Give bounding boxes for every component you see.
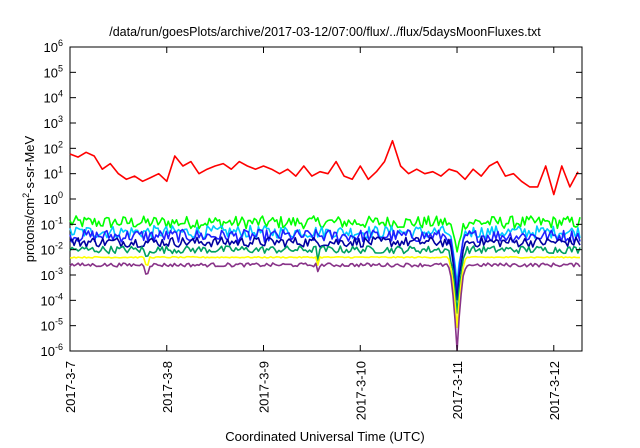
x-axis-label: Coordinated Universal Time (UTC) <box>225 429 424 444</box>
y-tick-label: 103 <box>44 114 63 131</box>
y-tick-exp: -4 <box>55 291 63 301</box>
series-line <box>69 228 581 293</box>
y-tick-base: 10 <box>44 91 58 106</box>
y-tick-base: 10 <box>44 192 58 207</box>
y-tick-label: 10-3 <box>41 266 63 283</box>
series-line <box>69 139 579 196</box>
x-tick-label: 2017-3-9 <box>257 361 272 413</box>
y-tick-exp: -2 <box>55 241 63 251</box>
y-tick-base: 10 <box>41 243 55 258</box>
y-tick-exp: 5 <box>58 63 63 73</box>
x-tick-label: 2017-3-12 <box>547 361 562 420</box>
y-tick-label: 10-2 <box>41 241 63 258</box>
y-tick-base: 10 <box>41 293 55 308</box>
y-tick-exp: -3 <box>55 266 63 276</box>
chart-title: /data/run/goesPlots/archive/2017-03-12/0… <box>109 25 541 39</box>
plot-frame <box>69 46 583 352</box>
y-tick-exp: 4 <box>58 89 63 99</box>
series-line <box>69 236 581 301</box>
y-tick-base: 10 <box>44 65 58 80</box>
y-axis-label-rest: -s-sr-MeV <box>22 135 37 192</box>
series-line <box>69 224 581 286</box>
y-tick-label: 102 <box>44 139 63 156</box>
y-tick-base: 10 <box>41 268 55 283</box>
y-tick-label: 104 <box>44 89 63 106</box>
x-tick-label: 2017-3-8 <box>160 361 175 413</box>
y-tick-base: 10 <box>41 344 55 359</box>
y-tick-exp: 3 <box>58 114 63 124</box>
y-axis-label-main: protons/cm <box>22 198 37 262</box>
series-layer <box>69 139 581 351</box>
y-tick-label: 10-5 <box>41 317 63 334</box>
y-tick-label: 10-4 <box>41 291 63 308</box>
x-tick-label: 2017-3-7 <box>63 361 78 413</box>
y-tick-exp: -6 <box>55 342 63 352</box>
y-tick-label: 10-1 <box>41 215 63 232</box>
series-line <box>69 245 581 314</box>
y-tick-exp: 6 <box>58 38 63 48</box>
x-tick-label: 2017-3-11 <box>450 361 465 419</box>
y-axis-label: protons/cm2-s-sr-MeV <box>21 135 37 262</box>
y-tick-base: 10 <box>41 217 55 232</box>
y-tick-base: 10 <box>41 319 55 334</box>
y-axis-ticks: 10-610-510-410-310-210-11001011021031041… <box>41 38 582 359</box>
y-tick-label: 100 <box>44 190 63 207</box>
y-axis-label-sup: 2 <box>21 193 31 198</box>
x-axis-ticks: 2017-3-7 2017-3-8 2017-3-9 2017-3-10 2017-3-… <box>63 47 562 420</box>
y-tick-label: 106 <box>44 38 63 55</box>
y-tick-exp: -1 <box>55 215 63 225</box>
series-line <box>69 262 581 351</box>
y-tick-base: 10 <box>44 40 58 55</box>
y-tick-label: 101 <box>44 165 63 182</box>
y-tick-exp: 0 <box>58 190 63 200</box>
y-tick-exp: -5 <box>55 317 63 327</box>
y-tick-exp: 1 <box>58 165 63 175</box>
x-tick-label: 2017-3-10 <box>353 361 368 420</box>
series-line <box>69 255 580 329</box>
y-tick-base: 10 <box>44 167 58 182</box>
y-tick-exp: 2 <box>58 139 63 149</box>
series-line <box>69 215 581 253</box>
y-tick-base: 10 <box>44 141 58 156</box>
y-tick-label: 105 <box>44 63 63 80</box>
plot-area: 10-610-510-410-310-210-11001011021031041… <box>41 38 583 420</box>
y-tick-base: 10 <box>44 116 58 131</box>
y-tick-label: 10-6 <box>41 342 63 359</box>
